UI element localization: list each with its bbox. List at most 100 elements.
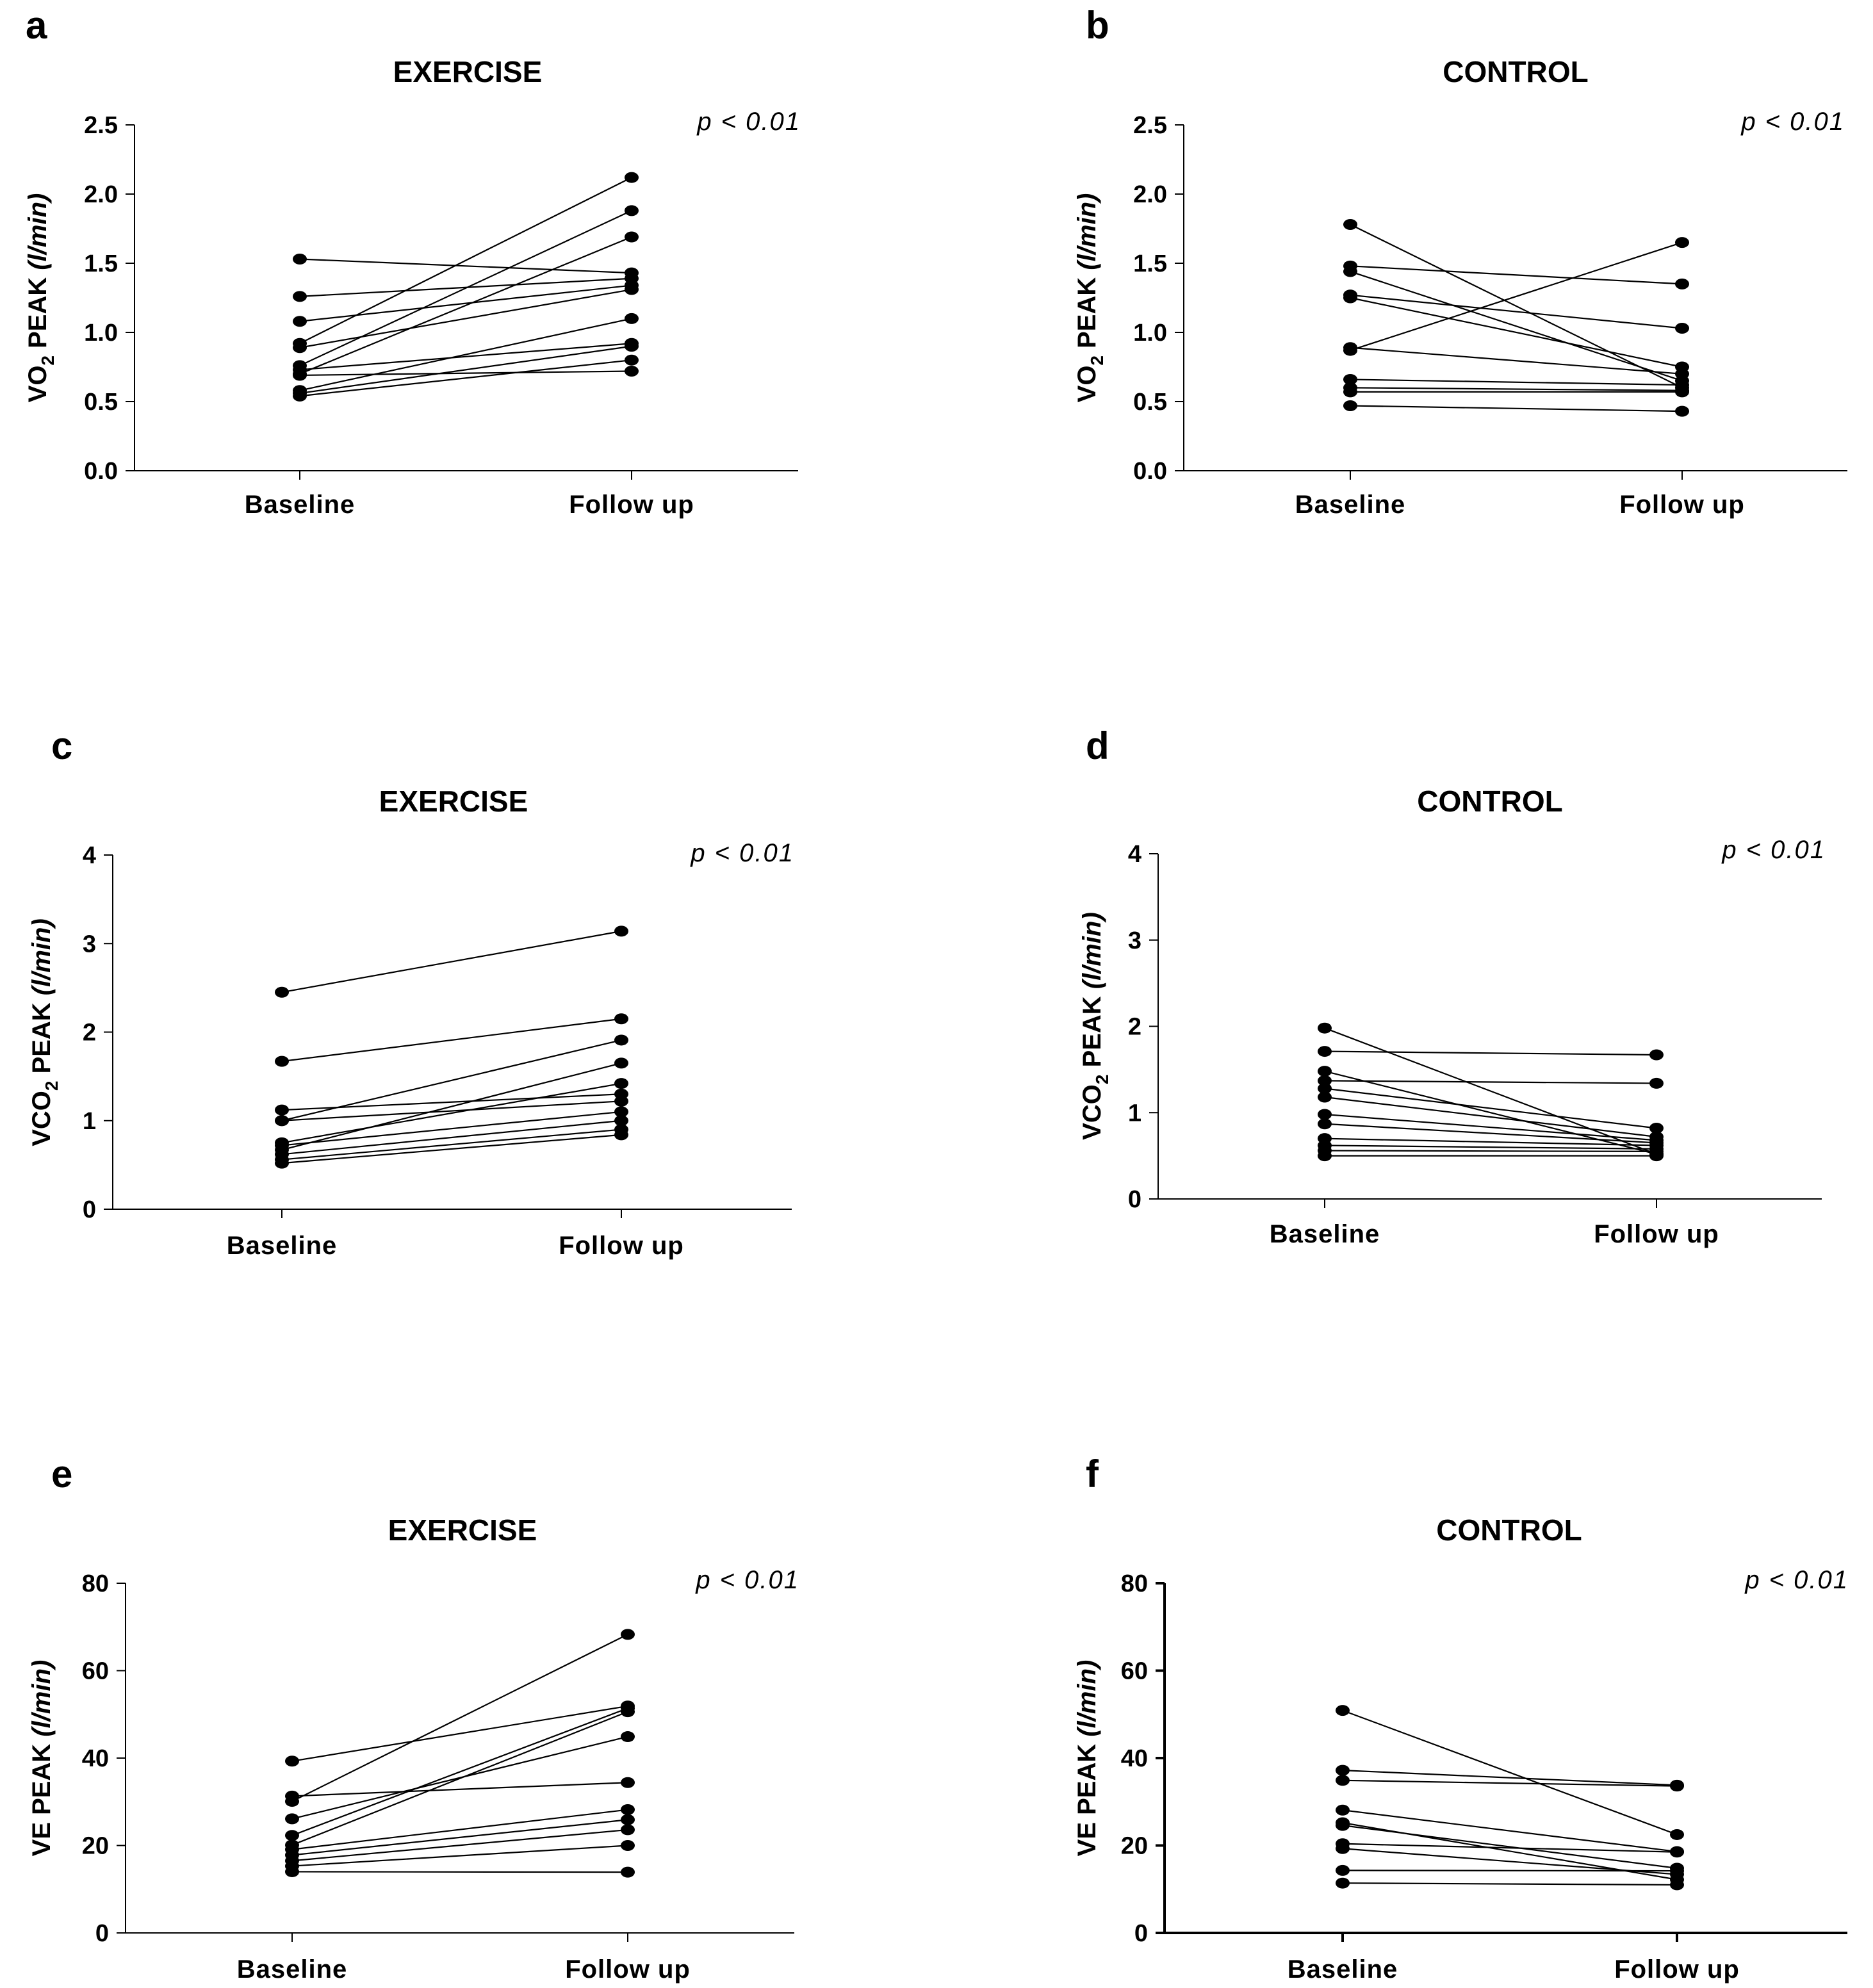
baseline-point (275, 986, 289, 998)
series-line (281, 1039, 622, 1121)
baseline-point (1318, 1066, 1332, 1077)
y-tick-label: 3 (1128, 927, 1141, 954)
series-line (281, 1111, 622, 1146)
y-label-rest: PEAK (24, 270, 52, 355)
baseline-point (1318, 1150, 1332, 1162)
series-line (299, 318, 632, 391)
series-line (1342, 1848, 1678, 1875)
y-tick-label: 4 (1128, 841, 1141, 868)
baseline-point (1343, 292, 1357, 304)
series-line (291, 1845, 628, 1867)
series-line (291, 1705, 628, 1762)
followup-point (614, 1095, 628, 1107)
followup-point (614, 925, 628, 937)
followup-point (1649, 1123, 1664, 1134)
series-line (1350, 294, 1683, 329)
y-tick-label: 40 (1121, 1745, 1148, 1772)
series-line (291, 1782, 628, 1797)
y-tick-label: 2.5 (1133, 112, 1167, 139)
followup-point (621, 1629, 635, 1640)
baseline-point (1336, 1705, 1350, 1716)
series-line (1324, 1137, 1657, 1146)
baseline-point (293, 254, 307, 265)
y-label-unit: (l/min) (28, 918, 56, 995)
followup-point (625, 205, 639, 216)
series-line (1324, 1080, 1657, 1084)
baseline-point (1318, 1022, 1332, 1034)
followup-point (621, 1814, 635, 1825)
x-category-label: Baseline (1270, 1220, 1380, 1248)
series-line (291, 1633, 628, 1802)
series-line (1324, 1088, 1657, 1129)
y-tick-label: 1.0 (1133, 320, 1167, 346)
y-label-main: VCO (28, 1091, 56, 1146)
series-line (1324, 1145, 1657, 1150)
panel-c: c EXERCISE p < 0.01 0 1 2 3 4 Baseline Follow up V… (28, 724, 793, 1260)
followup-point (621, 1840, 635, 1851)
y-tick-label: 0 (1134, 1920, 1148, 1947)
panel-letter: c (51, 724, 72, 767)
y-label-main: VE (28, 1822, 56, 1856)
followup-point (621, 1866, 635, 1878)
followup-point (1670, 1879, 1684, 1891)
x-category-label: Follow up (559, 1232, 684, 1260)
baseline-point (293, 316, 307, 327)
panel-e: e EXERCISE p < 0.01 0 20 40 60 80 Baseline Follow… (28, 1453, 798, 1984)
series-line (1342, 1779, 1678, 1787)
y-axis-label: VE PEAK (l/min) (1073, 1660, 1101, 1857)
followup-point (625, 354, 639, 366)
p-value-annotation: p < 0.01 (696, 108, 801, 136)
baseline-point (1318, 1118, 1332, 1130)
followup-point (1675, 323, 1689, 334)
series-line (299, 359, 632, 397)
followup-point (625, 284, 639, 295)
baseline-point (1343, 219, 1357, 231)
baseline-point (1343, 400, 1357, 411)
followup-point (625, 341, 639, 352)
followup-point (614, 1129, 628, 1141)
series-line (1342, 1809, 1678, 1853)
panel-letter: b (1086, 4, 1109, 47)
y-axis-label: VO2 PEAK (l/min) (1073, 193, 1107, 403)
panel-title: CONTROL (1417, 785, 1562, 818)
baseline-point (285, 1796, 299, 1807)
y-label-main: VO (24, 366, 52, 403)
y-tick-label: 80 (82, 1570, 109, 1597)
followup-point (1675, 386, 1689, 398)
followup-point (614, 1057, 628, 1069)
followup-point (1670, 1829, 1684, 1840)
baseline-point (1318, 1075, 1332, 1086)
y-tick-label: 0.0 (1133, 458, 1167, 485)
series-line (1342, 1870, 1678, 1872)
y-label-subscript: 2 (42, 1081, 61, 1091)
y-label-main: VO (1073, 366, 1101, 403)
baseline-point (1336, 1764, 1350, 1776)
followup-point (1649, 1049, 1664, 1061)
x-category-label: Follow up (569, 491, 694, 519)
p-value-annotation: p < 0.01 (1744, 1566, 1849, 1594)
series-line (281, 1100, 622, 1121)
series-line (1350, 265, 1683, 285)
y-label-rest: PEAK (28, 995, 56, 1080)
y-tick-label: 0.5 (84, 389, 118, 416)
followup-point (621, 1706, 635, 1718)
panel-title: EXERCISE (393, 55, 543, 88)
followup-point (614, 1078, 628, 1089)
baseline-point (1343, 266, 1357, 277)
baseline-point (285, 1756, 299, 1767)
followup-point (1670, 1846, 1684, 1858)
y-tick-label: 60 (1121, 1658, 1148, 1685)
baseline-point (1343, 373, 1357, 385)
y-tick-label: 2 (1128, 1014, 1141, 1041)
y-tick-label: 1.0 (84, 320, 118, 346)
series-line (1342, 1709, 1678, 1836)
panel-title: EXERCISE (388, 1513, 537, 1547)
series-line (1324, 1123, 1657, 1144)
series-line (1350, 270, 1683, 382)
followup-point (621, 1777, 635, 1788)
series-line (1342, 1882, 1678, 1886)
panel-title: CONTROL (1436, 1513, 1582, 1547)
panel-b: b CONTROL p < 0.01 0.0 0.5 1.0 1.5 2.0 2.5 Baseli… (1073, 4, 1847, 519)
baseline-point (1336, 1864, 1350, 1876)
